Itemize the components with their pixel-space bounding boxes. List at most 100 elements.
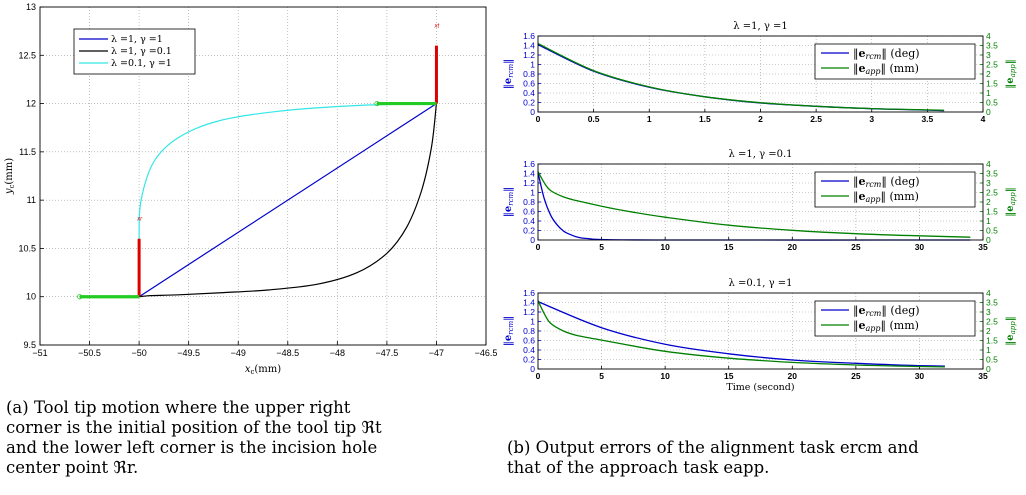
y-left-tick-label: 1.4 xyxy=(523,41,535,51)
frame-end-marker xyxy=(77,294,83,300)
x-tick-label: 10 xyxy=(660,371,670,381)
legend: ‖ercm‖ (deg)‖eapp‖ (mm) xyxy=(814,43,976,80)
y-right-tick-label: 1.5 xyxy=(986,336,998,346)
trajectory-chart: −51 −50.5 −50 −49.5 −49 −48.5 −48 −47.5 −47 −46.5… xyxy=(4,2,497,376)
y-right-tick-label: 1 xyxy=(986,216,991,226)
y-right-tick-label: 0 xyxy=(986,364,991,374)
y-left-tick-label: 0.4 xyxy=(523,216,535,226)
x-tick-label: 0.5 xyxy=(588,114,600,124)
x-tick-label: 0 xyxy=(536,371,541,381)
y-right-tick-label: 3 xyxy=(986,178,991,188)
frame-label: xt xyxy=(433,24,439,30)
series-line xyxy=(537,171,971,238)
legend: ‖ercm‖ (deg)‖eapp‖ (mm) xyxy=(814,300,976,337)
x-tick-label: 15 xyxy=(724,242,734,252)
y-right-tick-label: 3.5 xyxy=(986,169,998,179)
y-left-tick-label: 0.8 xyxy=(523,69,535,79)
x-tick-label: 5 xyxy=(599,371,604,381)
y-right-tick-label: 4 xyxy=(986,31,991,41)
y-right-axis-label: ‖eapp‖ xyxy=(1005,187,1017,217)
chart-title: λ =1, γ =0.1 xyxy=(728,149,792,160)
x-tick-label: 3.5 xyxy=(921,114,933,124)
y-left-tick-label: 0.8 xyxy=(523,326,535,336)
legend: ‖ercm‖ (deg)‖eapp‖ (mm) xyxy=(814,171,976,208)
y-tick-label: 12 xyxy=(26,99,36,109)
x-tick-label: 30 xyxy=(915,242,925,252)
y-tick-label: 12.5 xyxy=(18,50,36,60)
y-right-tick-label: 0.5 xyxy=(986,226,998,236)
y-left-tick-label: 1 xyxy=(530,188,535,198)
y-right-axis-label: ‖eapp‖ xyxy=(1005,59,1017,89)
caption-b-line: that of the approach task eapp. xyxy=(507,458,770,477)
frame-end-marker xyxy=(374,100,380,107)
y-tick-label: 11.5 xyxy=(19,147,36,157)
y-left-tick-label: 1.2 xyxy=(523,50,535,60)
y-right-tick-label: 2 xyxy=(986,69,991,79)
x-tick-label: −49 xyxy=(231,348,246,358)
series-line xyxy=(537,43,945,111)
y-tick-label: 10.5 xyxy=(18,243,36,253)
y-tick-label: 9.5 xyxy=(23,340,36,350)
series-line xyxy=(139,103,437,298)
legend-label: λ =0.1, γ =1 xyxy=(111,58,172,69)
y-right-tick-label: 3 xyxy=(986,50,991,60)
error-chart: 0 5 10 15 20 25 30 3500.20.40.60.811.21.41.600.… xyxy=(503,149,1017,252)
x-tick-label: 20 xyxy=(788,242,798,252)
legend-box xyxy=(814,43,976,80)
x-tick-label: 3 xyxy=(869,114,874,124)
y-tick-label: 10 xyxy=(26,292,36,302)
y-left-tick-label: 1.2 xyxy=(523,178,535,188)
x-tick-label: −46.5 xyxy=(475,348,498,358)
chart-title: λ =1, γ =1 xyxy=(733,21,788,32)
x-tick-label: 35 xyxy=(978,242,988,252)
x-tick-label: −47.5 xyxy=(375,348,398,358)
y-left-axis-label: ‖ercm‖ xyxy=(503,59,515,89)
x-tick-label: 35 xyxy=(978,371,988,381)
x-tick-label: 25 xyxy=(851,371,861,381)
y-right-tick-label: 2 xyxy=(986,326,991,336)
y-left-tick-label: 1.6 xyxy=(523,288,535,298)
chart-title: λ =0.1, γ =1 xyxy=(728,278,792,289)
y-axis-label: yc(mm) xyxy=(4,158,16,195)
x-tick-label: −50 xyxy=(131,348,146,358)
y-left-tick-label: 0.6 xyxy=(523,79,535,89)
x-tick-label: 2 xyxy=(758,114,763,124)
y-left-tick-label: 1.6 xyxy=(523,31,535,41)
caption-b: (b) Output errors of the alignment task … xyxy=(507,438,1026,478)
series-line xyxy=(138,103,437,292)
frame-label: xr xyxy=(136,217,143,223)
y-left-axis-label: ‖ercm‖ xyxy=(503,316,515,346)
caption-a-line: and the lower left corner is the incisio… xyxy=(6,438,378,457)
legend-label: ‖ercm‖ (deg) xyxy=(853,47,920,61)
y-right-tick-label: 1.5 xyxy=(986,207,998,217)
axes-frame xyxy=(537,35,984,113)
y-left-tick-label: 0 xyxy=(530,364,535,374)
y-right-tick-label: 3.5 xyxy=(986,298,998,308)
y-left-tick-label: 0.2 xyxy=(523,355,535,365)
y-left-tick-label: 0.4 xyxy=(523,88,535,98)
x-tick-label: 1.5 xyxy=(699,114,711,124)
legend-label: ‖eapp‖ (mm) xyxy=(853,62,919,76)
y-left-tick-label: 0.2 xyxy=(523,226,535,236)
y-tick-label: 13 xyxy=(26,2,36,12)
y-right-tick-label: 1 xyxy=(986,88,991,98)
axes-frame xyxy=(537,163,984,241)
y-left-tick-label: 0 xyxy=(530,107,535,117)
x-tick-label: 0 xyxy=(536,242,541,252)
caption-a: (a) Tool tip motion where the upper righ… xyxy=(6,398,492,478)
y-left-tick-label: 0 xyxy=(530,235,535,245)
y-right-tick-label: 2 xyxy=(986,197,991,207)
y-left-tick-label: 1.4 xyxy=(523,169,535,179)
error-chart: 0 0.5 1 1.5 2 2.5 3 3.5 400.20.40.60.811.21.41.6… xyxy=(503,21,1017,124)
y-left-tick-label: 0.8 xyxy=(523,197,535,207)
legend-box xyxy=(814,171,976,208)
x-tick-label: −48.5 xyxy=(276,348,299,358)
error-chart: 0 5 10 15 20 25 30 3500.20.40.60.811.21.41.600.… xyxy=(503,278,1017,393)
legend-label: ‖eapp‖ (mm) xyxy=(853,319,919,333)
legend-label: ‖eapp‖ (mm) xyxy=(853,190,919,204)
caption-b-line: (b) Output errors of the alignment task … xyxy=(507,438,919,457)
y-left-axis-label: ‖ercm‖ xyxy=(503,187,515,217)
y-right-tick-label: 3 xyxy=(986,307,991,317)
y-left-tick-label: 0.6 xyxy=(523,207,535,217)
y-right-tick-label: 2.5 xyxy=(986,188,998,198)
